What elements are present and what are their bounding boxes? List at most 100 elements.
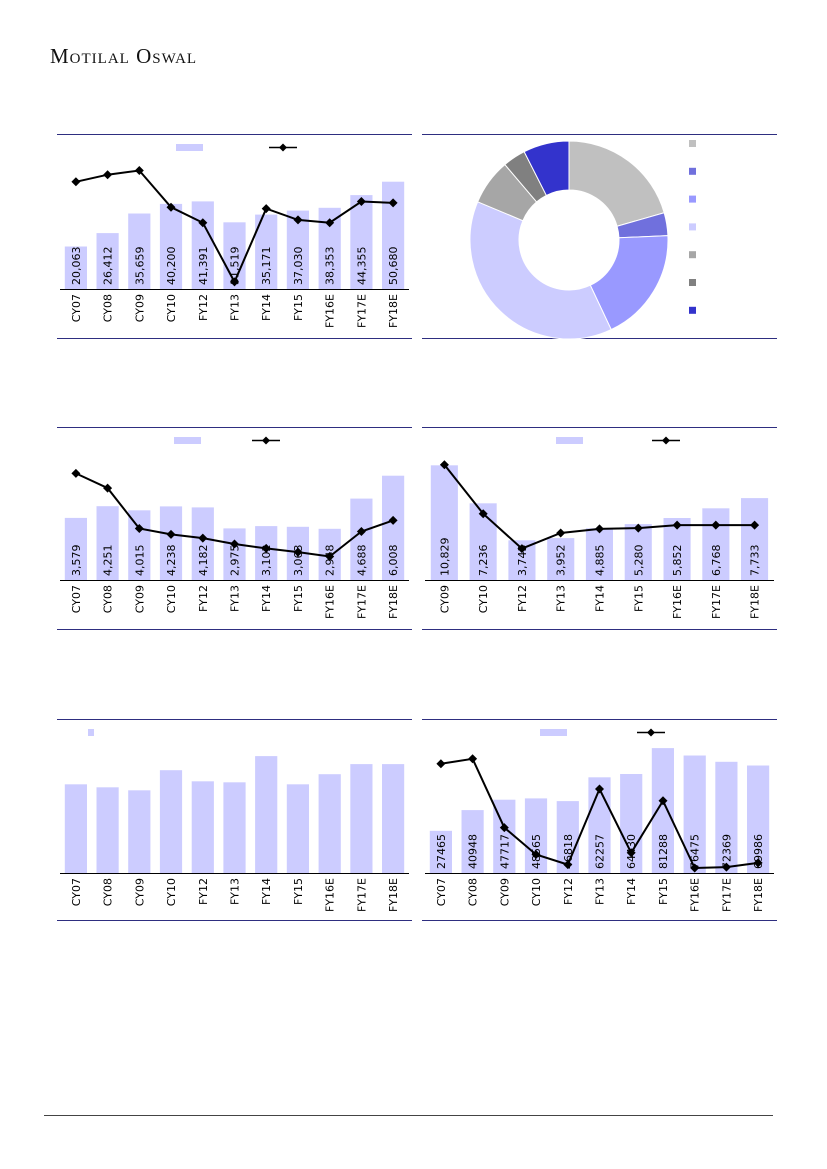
x-tick-CY10: CY10 bbox=[165, 878, 178, 906]
x-tick-CY07: CY07 bbox=[70, 878, 83, 906]
x-tick-FY14: FY14 bbox=[594, 585, 607, 612]
data-label-CY07: 3,579 bbox=[70, 545, 83, 577]
bar-FY16E bbox=[318, 774, 341, 873]
x-tick-FY16E: FY16E bbox=[324, 585, 337, 619]
x-tick-FY15: FY15 bbox=[657, 878, 670, 905]
chart-panel-5: CY07 CY08 CY09 CY10 FY12 FY13 FY14 FY15 FY16E FY1… bbox=[57, 719, 412, 922]
line-point-FY12 bbox=[563, 860, 573, 870]
x-tick-CY10: CY10 bbox=[530, 878, 543, 906]
bar-FY16E bbox=[683, 755, 706, 873]
data-label-CY08: 26,412 bbox=[102, 247, 115, 286]
x-tick-FY17E: FY17E bbox=[710, 585, 723, 619]
line-point-FY14 bbox=[261, 543, 271, 553]
line-point-CY09 bbox=[134, 524, 144, 533]
data-label-FY15: 37,030 bbox=[292, 247, 305, 286]
x-tick-CY08: CY08 bbox=[102, 585, 115, 613]
x-tick-labels: CY07 CY08 CY09 CY10 FY12 FY13 FY14 FY15 FY16E FY1… bbox=[435, 878, 765, 912]
line-point-FY12 bbox=[198, 533, 208, 543]
bar-FY15 bbox=[286, 784, 309, 873]
bar-FY18E bbox=[382, 475, 405, 580]
legend-marker-swatch bbox=[279, 143, 287, 152]
x-tick-FY13: FY13 bbox=[594, 878, 607, 905]
line-point-FY17E bbox=[356, 197, 366, 206]
line-point-FY16E bbox=[325, 552, 335, 561]
donut-slice-7 bbox=[523, 140, 570, 197]
data-label-FY18E: 69986 bbox=[752, 834, 765, 869]
legend-marker-swatch bbox=[647, 728, 655, 737]
bar-FY18E bbox=[382, 764, 405, 873]
data-labels: 20,063 26,412 35,659 40,200 41,391 31,519 35,1… bbox=[70, 247, 400, 286]
bar-CY09 bbox=[493, 799, 516, 873]
bar-FY15 bbox=[624, 524, 652, 580]
data-label-CY07: 27465 bbox=[435, 834, 448, 869]
chart-3: 3,579 4,251 4,015 4,238 4,182 2,975 3,102 3,063… bbox=[57, 427, 412, 630]
x-tick-FY17E: FY17E bbox=[720, 878, 733, 912]
legend-swatch-6 bbox=[689, 279, 696, 286]
bar-FY12 bbox=[191, 201, 214, 289]
data-label-FY12: 3,743 bbox=[516, 545, 529, 577]
bar-CY09 bbox=[430, 465, 458, 580]
data-label-CY09: 4,015 bbox=[133, 545, 146, 577]
legend-swatch-2 bbox=[689, 167, 696, 175]
legend-bar-swatch bbox=[176, 144, 203, 151]
bar-series bbox=[429, 748, 770, 873]
bar-CY08 bbox=[461, 810, 484, 873]
bar-CY10 bbox=[159, 203, 183, 289]
donut-legend bbox=[689, 140, 696, 314]
line-point-FY17E bbox=[356, 527, 366, 536]
x-tick-FY17E: FY17E bbox=[355, 585, 368, 619]
data-label-CY09: 35,659 bbox=[133, 247, 146, 286]
x-tick-labels: CY07 CY08 CY09 CY10 FY12 FY13 FY14 FY15 FY16E FY1… bbox=[70, 878, 400, 912]
x-tick-labels: CY07 CY08 CY09 CY10 FY12 FY13 FY14 FY15 FY16E FY1… bbox=[70, 585, 400, 619]
line-point-CY08 bbox=[468, 754, 478, 764]
line-point-FY13 bbox=[230, 539, 239, 549]
data-label-FY17E: 44,355 bbox=[355, 247, 368, 286]
line-point-FY18E bbox=[753, 858, 763, 868]
chart-5: CY07 CY08 CY09 CY10 FY12 FY13 FY14 FY15 FY16E FY1… bbox=[57, 719, 412, 921]
chart-6: 27465 40948 47717 48565 46818 62257 64430 81288… bbox=[422, 719, 777, 921]
data-label-CY10: 48565 bbox=[530, 834, 543, 869]
line-point-FY13 bbox=[556, 528, 566, 538]
bar-FY14 bbox=[620, 774, 643, 873]
donut-slice-4 bbox=[469, 201, 612, 340]
bar-CY09 bbox=[128, 213, 151, 289]
line-point-CY09 bbox=[134, 166, 144, 175]
data-label-CY10: 40,200 bbox=[165, 247, 178, 286]
bar-FY17E bbox=[350, 498, 373, 580]
chart-panel-4: 10,829 7,236 3,743 3,952 4,885 5,280 5,852 6,76… bbox=[422, 427, 777, 631]
bar-series bbox=[64, 756, 405, 873]
footer-rule bbox=[44, 1115, 773, 1116]
chart-panel-1: 20,063 26,412 35,659 40,200 41,391 31,519 35,1… bbox=[57, 134, 412, 340]
x-tick-CY09: CY09 bbox=[133, 294, 146, 322]
legend-swatch-5 bbox=[689, 251, 696, 259]
bar-FY17E bbox=[350, 195, 373, 289]
line-point-CY10 bbox=[166, 202, 176, 212]
legend-swatch-4 bbox=[689, 223, 696, 231]
data-label-CY07: 20,063 bbox=[70, 247, 83, 286]
legend-swatch-7 bbox=[689, 306, 696, 314]
legend-bar-swatch bbox=[556, 437, 583, 444]
bar-CY10 bbox=[159, 770, 183, 873]
x-tick-CY08: CY08 bbox=[102, 878, 115, 906]
bar-FY14 bbox=[255, 214, 278, 289]
line-point-CY07 bbox=[436, 759, 446, 769]
x-tick-CY10: CY10 bbox=[165, 294, 178, 322]
x-tick-FY15: FY15 bbox=[632, 585, 645, 612]
chart-panel-6: 27465 40948 47717 48565 46818 62257 64430 81288… bbox=[422, 719, 777, 922]
x-tick-FY15: FY15 bbox=[292, 585, 305, 612]
x-tick-FY14: FY14 bbox=[260, 585, 273, 612]
bar-FY17E bbox=[715, 761, 738, 873]
data-label-FY13: 2,975 bbox=[229, 545, 242, 577]
legend bbox=[556, 436, 680, 445]
legend-bar-swatch bbox=[174, 437, 201, 444]
x-tick-FY14: FY14 bbox=[260, 878, 273, 905]
line-point-CY10 bbox=[478, 509, 488, 519]
legend-swatch-3 bbox=[689, 195, 696, 203]
line-point-FY14 bbox=[626, 848, 636, 858]
bar-FY13 bbox=[223, 528, 246, 580]
data-label-CY08: 40948 bbox=[467, 834, 480, 869]
x-tick-FY16E: FY16E bbox=[324, 294, 337, 328]
x-tick-CY09: CY09 bbox=[133, 878, 146, 906]
data-label-FY13: 62257 bbox=[594, 834, 607, 869]
data-label-CY10: 4,238 bbox=[165, 545, 178, 577]
